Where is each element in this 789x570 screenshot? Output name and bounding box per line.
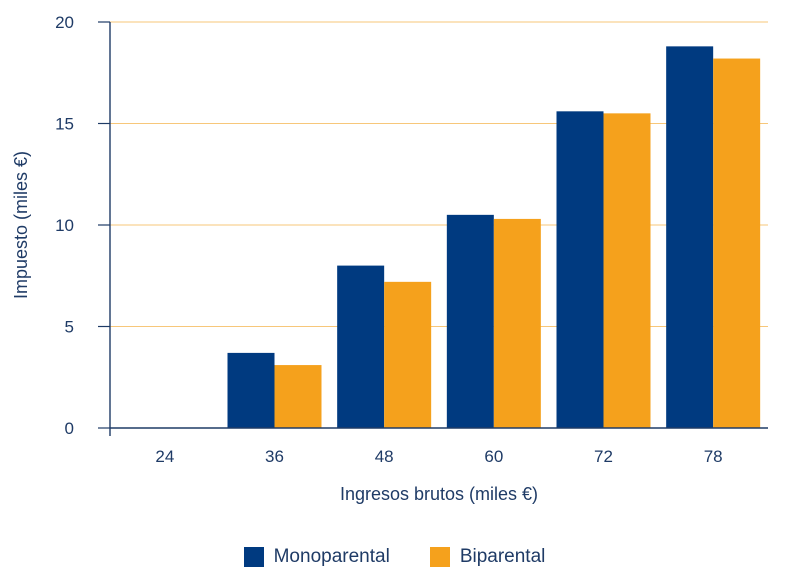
x-axis-title: Ingresos brutos (miles €) bbox=[340, 484, 538, 504]
y-tick-label: 5 bbox=[65, 318, 74, 337]
y-tick-label: 20 bbox=[55, 13, 74, 32]
x-ticks: 24 36 48 60 72 78 bbox=[155, 447, 722, 466]
x-tick-label: 78 bbox=[704, 447, 723, 466]
gridlines bbox=[110, 21, 768, 327]
y-tick-label: 15 bbox=[55, 115, 74, 134]
bar-biparental-72 bbox=[603, 113, 651, 428]
legend-swatch-biparental bbox=[429, 547, 450, 567]
legend-swatch-monoparental bbox=[243, 547, 264, 567]
axes bbox=[109, 22, 768, 436]
bars bbox=[227, 46, 761, 429]
legend-label-monoparental: Monoparental bbox=[273, 546, 390, 567]
y-tick-label: 10 bbox=[55, 216, 74, 235]
y-tick-label: 0 bbox=[65, 419, 74, 438]
bar-monoparental-36 bbox=[227, 352, 275, 428]
bar-monoparental-48 bbox=[337, 265, 385, 428]
x-tick-label: 24 bbox=[155, 447, 174, 466]
chart: 0 5 10 15 20 24 36 48 60 72 78 Ingresos brutos (m… bbox=[11, 13, 768, 504]
bar-biparental-48 bbox=[384, 281, 432, 428]
x-tick-label: 60 bbox=[484, 447, 503, 466]
bar-biparental-60 bbox=[493, 218, 541, 428]
y-axis-title: Impuesto (miles €) bbox=[11, 151, 31, 299]
bar-monoparental-72 bbox=[556, 111, 604, 428]
x-tick-label: 48 bbox=[375, 447, 394, 466]
bar-monoparental-60 bbox=[446, 214, 494, 428]
legend-item-monoparental: Monoparental bbox=[243, 546, 390, 568]
bar-monoparental-78 bbox=[666, 46, 714, 429]
legend-label-biparental: Biparental bbox=[459, 546, 546, 567]
y-ticks: 0 5 10 15 20 bbox=[55, 13, 110, 438]
x-tick-label: 36 bbox=[265, 447, 284, 466]
x-tick-label: 72 bbox=[594, 447, 613, 466]
legend-item-biparental: Biparental bbox=[429, 546, 546, 568]
bar-biparental-78 bbox=[713, 58, 761, 428]
legend: Monoparental Biparental bbox=[0, 546, 789, 568]
bar-biparental-36 bbox=[274, 365, 322, 428]
